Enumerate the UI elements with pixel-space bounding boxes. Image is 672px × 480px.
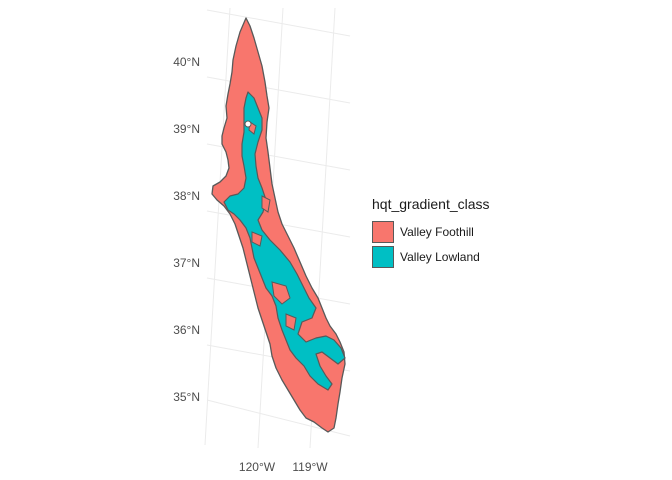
lat-label-40: 40°N: [173, 55, 200, 69]
lon-labels: 120°W 119°W: [239, 460, 328, 474]
lon-label-119w: 119°W: [292, 460, 328, 474]
legend-item-valley-foothill: Valley Foothill: [372, 220, 490, 244]
lat-label-39: 39°N: [173, 122, 200, 136]
legend-swatch-valley-foothill: [372, 221, 394, 243]
lon-label-120w: 120°W: [239, 460, 276, 474]
legend-label-valley-foothill: Valley Foothill: [400, 225, 474, 239]
lat-label-38: 38°N: [173, 189, 200, 203]
legend-title: hqt_gradient_class: [372, 196, 490, 212]
legend: hqt_gradient_class Valley Foothill Valle…: [372, 196, 490, 270]
lat-labels: 40°N 39°N 38°N 37°N 36°N 35°N: [173, 55, 200, 404]
lat-label-36: 36°N: [173, 323, 200, 337]
legend-label-valley-lowland: Valley Lowland: [400, 250, 480, 264]
valley-lowland-region: [223, 91, 346, 391]
lat-label-37: 37°N: [173, 256, 200, 270]
legend-item-valley-lowland: Valley Lowland: [372, 245, 490, 269]
lat-label-35: 35°N: [173, 390, 200, 404]
legend-swatch-valley-lowland: [372, 246, 394, 268]
reservoir-marker: [244, 120, 252, 128]
